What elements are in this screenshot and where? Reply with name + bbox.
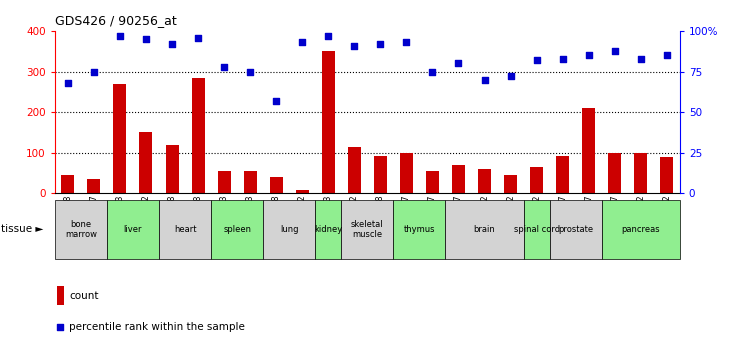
Bar (243, 171, 257, 193)
Point (140, 37, 152, 42)
Bar (556, 156, 569, 193)
Point (401, 40, 412, 45)
Bar (218, 171, 230, 193)
Point (322, 33, 334, 39)
Point (427, 69, 439, 74)
Point (166, 41, 178, 47)
Point (88, 69, 99, 74)
Bar (602, 200, 680, 259)
Bar (315, 200, 341, 259)
Text: count: count (69, 291, 99, 300)
Bar (660, 157, 673, 193)
Bar (322, 51, 335, 193)
Text: tissue ►: tissue ► (1, 225, 44, 234)
Bar (165, 145, 178, 193)
Point (452, 61, 464, 66)
Bar (374, 156, 387, 193)
Bar (608, 152, 621, 193)
Point (219, 64, 230, 69)
Point (192, 35, 204, 40)
Bar (296, 190, 308, 193)
Bar (635, 152, 647, 193)
Point (374, 41, 386, 47)
Bar (582, 108, 595, 193)
Bar (263, 200, 315, 259)
Text: percentile rank within the sample: percentile rank within the sample (69, 322, 245, 332)
Text: spinal cord: spinal cord (514, 225, 560, 234)
Text: prostate: prostate (558, 225, 594, 234)
Point (557, 56, 569, 61)
Text: thymus: thymus (404, 225, 435, 234)
Bar (478, 169, 491, 193)
Point (270, 98, 282, 104)
Bar (159, 200, 211, 259)
Bar (445, 200, 523, 259)
Bar (88, 179, 100, 193)
Point (62, 80, 74, 86)
Bar (192, 78, 205, 193)
Point (301, 175, 313, 180)
Point (296, 40, 308, 45)
Bar (57, 286, 64, 306)
Point (349, 43, 360, 48)
Point (114, 33, 126, 39)
Text: kidney: kidney (314, 225, 342, 234)
Bar (211, 200, 263, 259)
Bar (504, 175, 517, 193)
Bar (530, 167, 543, 193)
Bar (113, 84, 126, 193)
Bar (107, 200, 159, 259)
Point (635, 56, 647, 61)
Point (583, 52, 594, 58)
Bar (61, 175, 75, 193)
Point (661, 52, 673, 58)
Bar (400, 152, 413, 193)
Text: lung: lung (280, 225, 298, 234)
Text: pancreas: pancreas (621, 225, 660, 234)
Text: GDS426 / 90256_at: GDS426 / 90256_at (55, 14, 177, 27)
Bar (140, 132, 153, 193)
Bar (426, 171, 439, 193)
Bar (523, 200, 550, 259)
Point (609, 48, 621, 53)
Point (531, 58, 542, 63)
Text: spleen: spleen (223, 225, 251, 234)
Bar (393, 200, 445, 259)
Bar (341, 200, 393, 259)
Text: liver: liver (124, 225, 143, 234)
Bar (550, 200, 602, 259)
Text: bone
marrow: bone marrow (65, 220, 97, 239)
Bar (452, 165, 465, 193)
Bar (270, 177, 283, 193)
Bar (55, 200, 107, 259)
Point (479, 77, 491, 82)
Bar (348, 147, 361, 193)
Text: skeletal
muscle: skeletal muscle (351, 220, 384, 239)
Text: brain: brain (474, 225, 496, 234)
Text: heart: heart (174, 225, 197, 234)
Point (504, 74, 516, 79)
Point (244, 69, 256, 74)
